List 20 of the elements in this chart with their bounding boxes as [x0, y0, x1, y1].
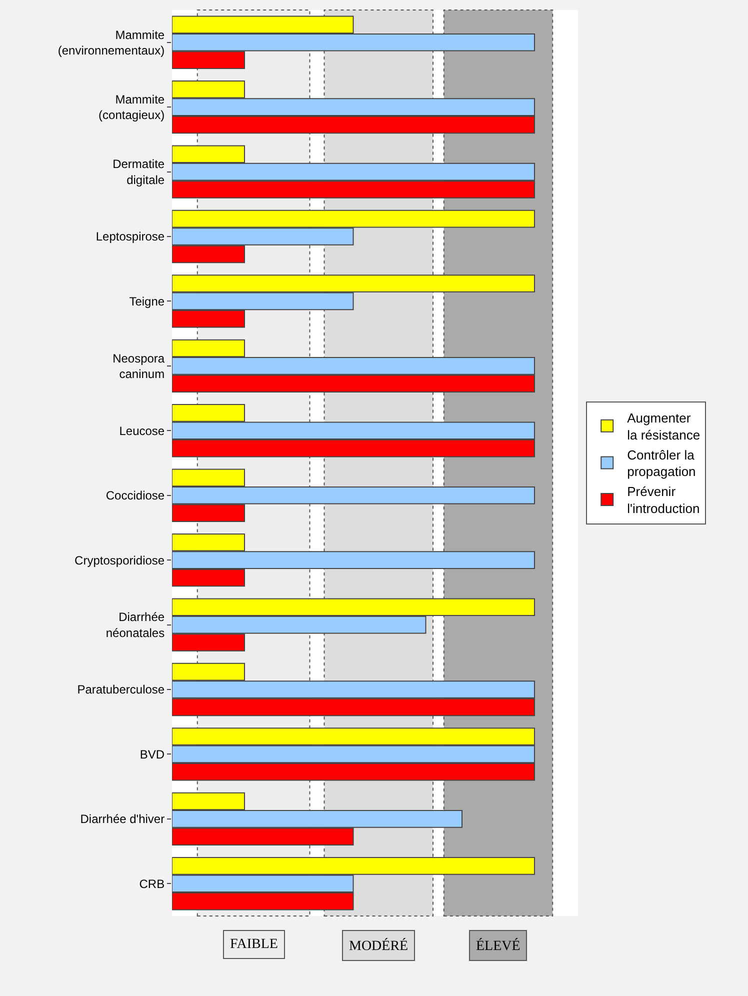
y-tick-label: Neospora caninum — [112, 351, 165, 381]
y-tick-label: BVD — [140, 747, 165, 762]
band-label: ÉLEVÉ — [476, 937, 520, 954]
band-label: MODÉRÉ — [349, 937, 408, 954]
y-tick-label: Mammite (contagieux) — [98, 92, 165, 122]
legend-label: Augmenter la résistance — [627, 410, 700, 442]
y-tick-label: CRB — [139, 876, 165, 891]
y-tick-label: Dermatite digitale — [112, 157, 165, 187]
y-tick-label: Diarrhée d'hiver — [80, 812, 165, 826]
y-tick-label: Leucose — [119, 424, 165, 438]
y-tick-label: Diarrhée néonatales — [106, 610, 165, 640]
y-tick-label: Mammite (environnementaux) — [58, 28, 165, 58]
legend-label: Contrôler la propagation — [627, 447, 696, 480]
y-tick-label: Coccidiose — [106, 488, 165, 503]
legend-label: Prévenir l'introduction — [627, 484, 700, 516]
band-label: FAIBLE — [230, 937, 278, 952]
y-tick-label: Cryptosporidiose — [74, 553, 165, 568]
y-tick-label: Paratuberculose — [77, 682, 165, 697]
y-tick-label: Teigne — [129, 294, 165, 308]
y-tick-label: Leptospirose — [96, 230, 165, 244]
